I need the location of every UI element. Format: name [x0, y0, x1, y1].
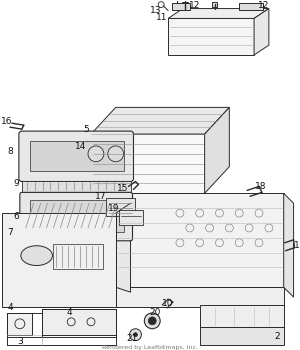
Bar [212, 2, 218, 7]
Text: 4: 4 [66, 308, 72, 317]
Polygon shape [91, 107, 229, 134]
Text: 6: 6 [13, 212, 19, 220]
Text: 17: 17 [95, 192, 106, 201]
Text: 1: 1 [294, 241, 299, 250]
Text: Rendered by Leafbitmaps, Inc.: Rendered by Leafbitmaps, Inc. [102, 344, 198, 350]
Bar [22, 181, 130, 192]
Polygon shape [7, 313, 32, 335]
Bar [182, 2, 188, 7]
Text: 16: 16 [1, 117, 13, 126]
Text: 19: 19 [108, 204, 119, 213]
Text: 11: 11 [156, 13, 168, 22]
Text: 12: 12 [189, 1, 200, 10]
Circle shape [108, 146, 124, 162]
Bar [30, 141, 124, 171]
Text: 3: 3 [17, 337, 23, 346]
Polygon shape [91, 134, 205, 193]
Bar [30, 200, 124, 232]
Polygon shape [284, 193, 294, 297]
Text: 21: 21 [127, 334, 138, 343]
Polygon shape [42, 309, 116, 335]
Bar [239, 3, 263, 9]
Text: 5: 5 [83, 125, 89, 134]
Polygon shape [168, 8, 269, 19]
Polygon shape [205, 107, 229, 193]
Text: 4: 4 [7, 303, 13, 313]
Polygon shape [200, 327, 284, 344]
FancyBboxPatch shape [19, 131, 134, 182]
Text: 7: 7 [7, 229, 13, 237]
Circle shape [88, 146, 104, 162]
Polygon shape [254, 8, 269, 55]
Text: 10: 10 [162, 299, 174, 308]
Circle shape [134, 333, 137, 337]
Circle shape [148, 317, 156, 325]
Text: 2: 2 [274, 332, 280, 341]
Circle shape [144, 313, 160, 329]
FancyBboxPatch shape [20, 193, 133, 241]
Text: 13: 13 [149, 6, 161, 15]
Text: 15: 15 [117, 184, 128, 193]
Text: 12: 12 [258, 1, 270, 10]
Bar [119, 210, 143, 225]
Polygon shape [116, 287, 284, 307]
Polygon shape [168, 19, 254, 55]
Text: 18: 18 [255, 182, 267, 191]
Text: 8: 8 [7, 147, 13, 156]
Polygon shape [2, 213, 116, 307]
Bar [106, 198, 136, 216]
Text: 20: 20 [149, 308, 161, 317]
Circle shape [130, 329, 141, 341]
Bar [53, 244, 103, 270]
Polygon shape [116, 183, 130, 292]
Polygon shape [200, 305, 284, 327]
Ellipse shape [21, 246, 52, 266]
Polygon shape [116, 193, 284, 287]
Text: 9: 9 [13, 179, 19, 188]
Bar [172, 3, 190, 9]
Text: 14: 14 [75, 142, 87, 152]
